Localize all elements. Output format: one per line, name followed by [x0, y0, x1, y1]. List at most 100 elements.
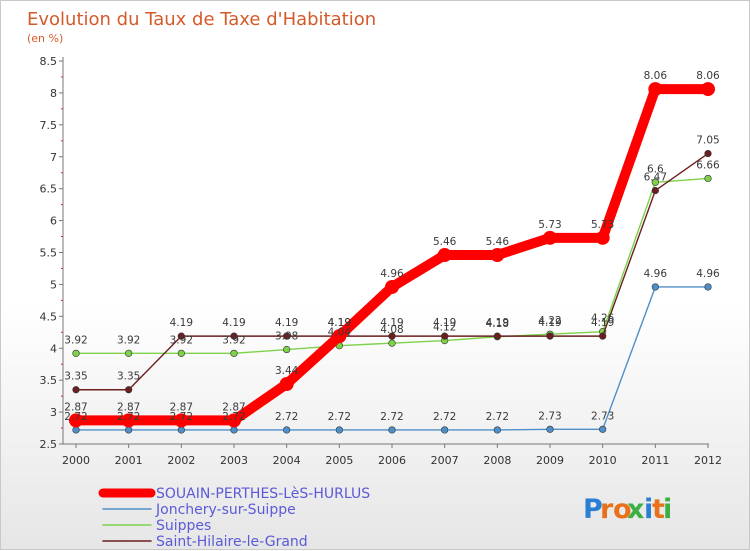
y-tick-label: 6 [50, 215, 57, 228]
data-label: 4.19 [380, 317, 403, 329]
x-tick-label: 2002 [167, 454, 195, 467]
logo-letter: i [663, 494, 672, 525]
x-tick-label: 2008 [483, 454, 511, 467]
logo-letter: P [583, 494, 603, 525]
x-tick-label: 2003 [220, 454, 248, 467]
logo-letter: o [613, 494, 632, 525]
data-label: 5.73 [591, 219, 614, 231]
x-tick-label: 2000 [62, 454, 90, 467]
logo-letter: t [652, 494, 665, 525]
data-label: 6.66 [696, 159, 720, 171]
data-point [230, 332, 238, 340]
data-point [283, 332, 291, 340]
data-point [125, 426, 133, 434]
data-label: 6.47 [644, 172, 667, 184]
logo-letter: i [644, 494, 653, 525]
data-label: 2.72 [170, 411, 193, 423]
chart-subtitle: (en %) [27, 32, 63, 45]
x-tick-label: 2010 [589, 454, 617, 467]
data-point [543, 230, 557, 245]
data-label: 2.73 [591, 410, 614, 422]
data-label: 3.92 [170, 334, 193, 346]
y-tick-label: 7 [50, 151, 57, 164]
data-point [704, 283, 712, 291]
legend-label: Jonchery-sur-Suippe [155, 502, 296, 518]
legend: SOUAIN-PERTHES-LèS-HURLUSJonchery-sur-Su… [98, 486, 370, 550]
data-point [335, 426, 343, 434]
data-point [490, 248, 505, 263]
data-label: 3.92 [64, 334, 87, 346]
data-label: 5.46 [433, 236, 457, 248]
x-tick-label: 2006 [378, 454, 406, 467]
data-point [125, 349, 133, 357]
y-tick-label: 6.5 [40, 183, 58, 196]
data-label: 4.96 [380, 268, 404, 280]
data-point [230, 349, 238, 357]
legend-label: Suippes [156, 518, 211, 534]
y-tick-label: 5.5 [40, 247, 58, 260]
data-label: 4.96 [696, 268, 720, 280]
logo-letter: r [600, 494, 614, 525]
data-label: 4.19 [433, 317, 456, 329]
data-label: 3.35 [64, 371, 87, 383]
data-point [177, 349, 185, 357]
data-label: 4.19 [222, 317, 245, 329]
data-label: 2.72 [433, 411, 456, 423]
data-point [651, 186, 659, 195]
x-tick-label: 2007 [431, 454, 459, 467]
data-point [230, 426, 238, 434]
y-tick-label: 8.5 [40, 55, 58, 68]
data-label: 4.19 [170, 317, 193, 329]
data-point [704, 149, 712, 158]
data-label: 4.18 [486, 318, 509, 330]
proxiti-logo: Pr ox iti [583, 494, 672, 525]
legend-label: SOUAIN-PERTHES-LèS-HURLUS [156, 486, 370, 502]
series-0 [69, 82, 715, 428]
data-point [332, 329, 347, 344]
data-label: 2.72 [222, 411, 245, 423]
series-2 [72, 174, 712, 357]
data-label: 8.06 [696, 70, 720, 82]
y-tick-label: 2.5 [40, 438, 58, 451]
legend-label: Saint-Hilaire-le-Grand [156, 534, 308, 550]
data-label: 2.87 [117, 401, 140, 413]
data-point [121, 413, 136, 428]
data-point [72, 349, 80, 357]
data-labels: 2.87 2.87 2.87 2.87 3.44 4.19 4.96 5.46 5.46 5.73… [64, 70, 720, 423]
data-label: 2.72 [64, 411, 87, 423]
y-tick-label: 3 [50, 406, 57, 419]
data-label: 4.26 [591, 313, 615, 325]
data-point [69, 413, 83, 428]
x-tick-label: 2001 [115, 454, 143, 467]
data-point [227, 413, 241, 428]
data-point [493, 332, 501, 340]
data-point [704, 174, 712, 183]
data-label: 8.06 [644, 70, 668, 82]
data-label: 4.19 [486, 317, 509, 329]
data-label: 4.19 [328, 317, 351, 329]
data-label: 4.22 [538, 315, 561, 327]
y-tick-label: 5 [50, 278, 57, 291]
data-label: 7.05 [696, 135, 719, 147]
data-label: 2.72 [486, 411, 509, 423]
data-label: 3.44 [275, 365, 299, 377]
data-label: 3.35 [117, 371, 140, 383]
data-point [648, 82, 663, 97]
data-point [701, 82, 715, 97]
data-label: 4.96 [644, 268, 668, 280]
data-label: 4.12 [433, 322, 456, 334]
y-tick-label: 4 [50, 342, 57, 355]
data-point [388, 426, 396, 434]
data-label: 2.87 [64, 401, 87, 413]
data-label: 4.04 [328, 327, 352, 339]
data-point [125, 386, 133, 394]
data-point [72, 386, 80, 394]
data-point [546, 332, 554, 340]
data-point [385, 279, 399, 294]
y-tick-label: 7.5 [40, 119, 58, 132]
data-point [595, 230, 610, 245]
data-point [177, 426, 185, 434]
data-label: 4.08 [380, 324, 403, 336]
